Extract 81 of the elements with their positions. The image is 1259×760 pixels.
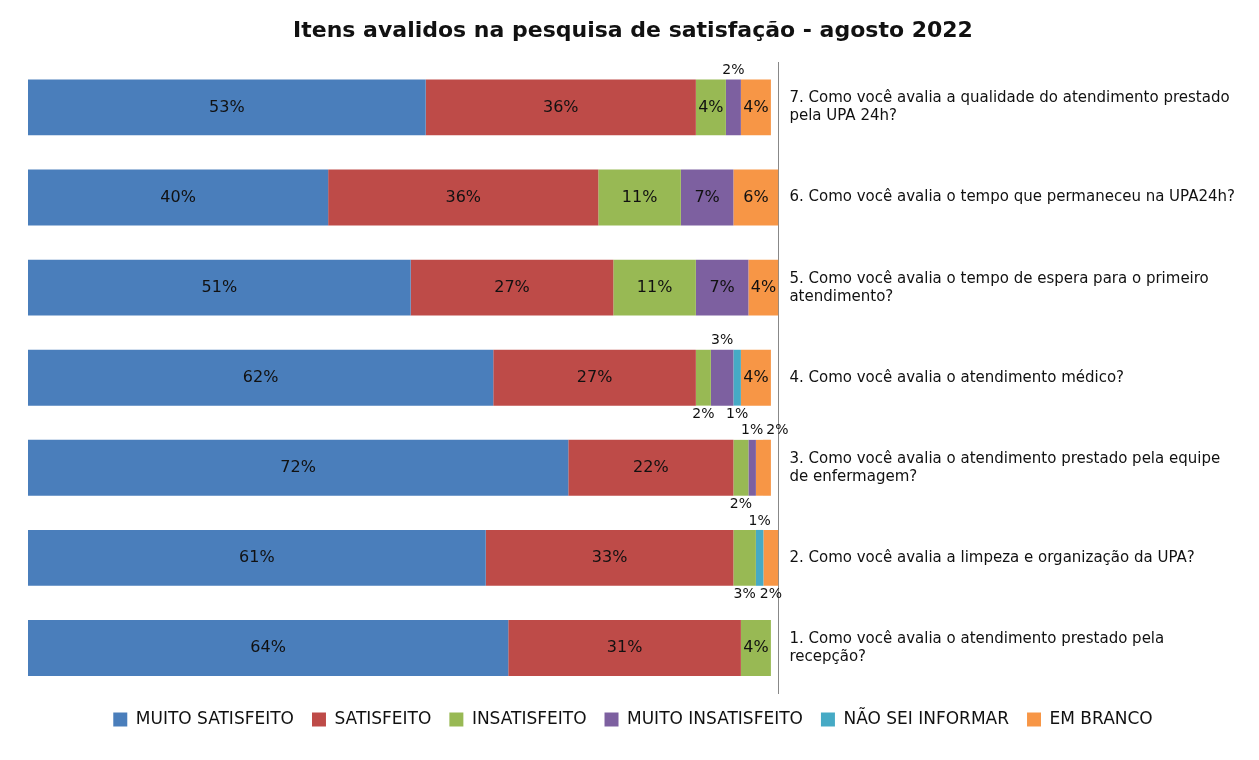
data-label: 3% (711, 331, 734, 348)
bar (28, 620, 509, 676)
legend-label: MUITO SATISFEITO (135, 707, 294, 728)
data-label: 4% (750, 276, 777, 296)
bar (748, 439, 756, 496)
data-label: 2% (692, 405, 715, 422)
bar (328, 169, 599, 226)
data-label: 1% (726, 405, 749, 422)
data-label: 51% (201, 276, 238, 296)
legend-label: MUITO INSATISFEITO (627, 707, 803, 728)
y-tick-label: 3. Como você avalia o atendimento prestado pela equipe de enfermagem? (789, 448, 1221, 485)
bar (733, 349, 741, 406)
chart-title: Itens avalidos na pesquisa de satisfação - agosto 2022 (293, 16, 973, 42)
bar (695, 349, 711, 406)
data-label: 31% (606, 637, 643, 657)
bar (710, 349, 734, 406)
data-label: 61% (239, 547, 275, 567)
y-tick-label: 5. Como você avalia o tempo de espera para o primeiro atendimento? (789, 268, 1209, 305)
bar (568, 439, 734, 496)
bar (740, 620, 771, 676)
bar (508, 620, 741, 676)
bar (748, 259, 779, 316)
data-label: 3% (733, 585, 756, 602)
data-label: 27% (494, 276, 530, 296)
data-label: 1% (741, 421, 764, 438)
bar (695, 79, 726, 136)
bar (613, 259, 696, 316)
bar (28, 529, 486, 586)
data-label: 2% (759, 585, 783, 602)
data-label: 4% (698, 96, 724, 116)
legend-label: INSATISFEITO (471, 707, 587, 728)
data-label: 36% (543, 96, 579, 116)
data-label: 7% (694, 186, 720, 206)
bar (733, 529, 756, 586)
data-label: 40% (160, 186, 196, 206)
data-label: 33% (591, 547, 628, 567)
bar (740, 349, 771, 406)
bar (28, 349, 494, 406)
bar (755, 529, 764, 586)
data-label: 72% (280, 456, 316, 476)
legend-label: SATISFEITO (334, 707, 432, 728)
y-tick-label: 2. Como você avalia a limpeza e organização da UPA? (789, 547, 1195, 566)
legend-label: NÃO SEI INFORMAR (843, 706, 1010, 728)
y-tick-label: 7. Como você avalia a qualidade do atendimento prestado pela UPA 24h? (789, 88, 1230, 125)
data-label: 22% (633, 456, 669, 476)
y-tick-label: 4. Como você avalia o atendimento médico? (789, 367, 1125, 386)
data-label: 64% (250, 637, 286, 657)
bar (493, 349, 696, 406)
data-label: 4% (743, 637, 769, 657)
bar (28, 259, 411, 316)
bar (28, 439, 569, 496)
data-label: 4% (743, 366, 769, 386)
bar (755, 439, 771, 496)
bar (763, 529, 779, 586)
bar (598, 169, 681, 226)
bar (695, 259, 749, 316)
bar (425, 79, 696, 136)
bar (485, 529, 734, 586)
data-label: 6% (743, 186, 769, 206)
data-label: 11% (621, 186, 658, 206)
y-tick-label: 6. Como você avalia o tempo que permaneceu na UPA24h? (789, 187, 1235, 206)
bar (680, 169, 734, 226)
data-label: 36% (445, 186, 482, 206)
bar (410, 259, 614, 316)
legend-label: EM BRANCO (1049, 707, 1153, 728)
y-tick-label: 1. Como você avalia o atendimento prestado pela recepção? (789, 628, 1165, 665)
data-label: 53% (209, 96, 245, 116)
bar (28, 79, 426, 136)
data-label: 1% (748, 511, 771, 528)
data-label: 2% (729, 495, 752, 512)
data-label: 2% (722, 61, 745, 78)
data-label: 62% (242, 366, 279, 386)
data-label: 4% (743, 96, 769, 116)
data-label: 7% (709, 276, 735, 296)
data-label: 11% (636, 276, 673, 296)
bar (733, 169, 779, 226)
bar (725, 79, 741, 136)
data-label: 27% (576, 366, 613, 386)
bar (733, 439, 749, 496)
bar (28, 169, 329, 226)
data-label: 2% (766, 421, 789, 438)
